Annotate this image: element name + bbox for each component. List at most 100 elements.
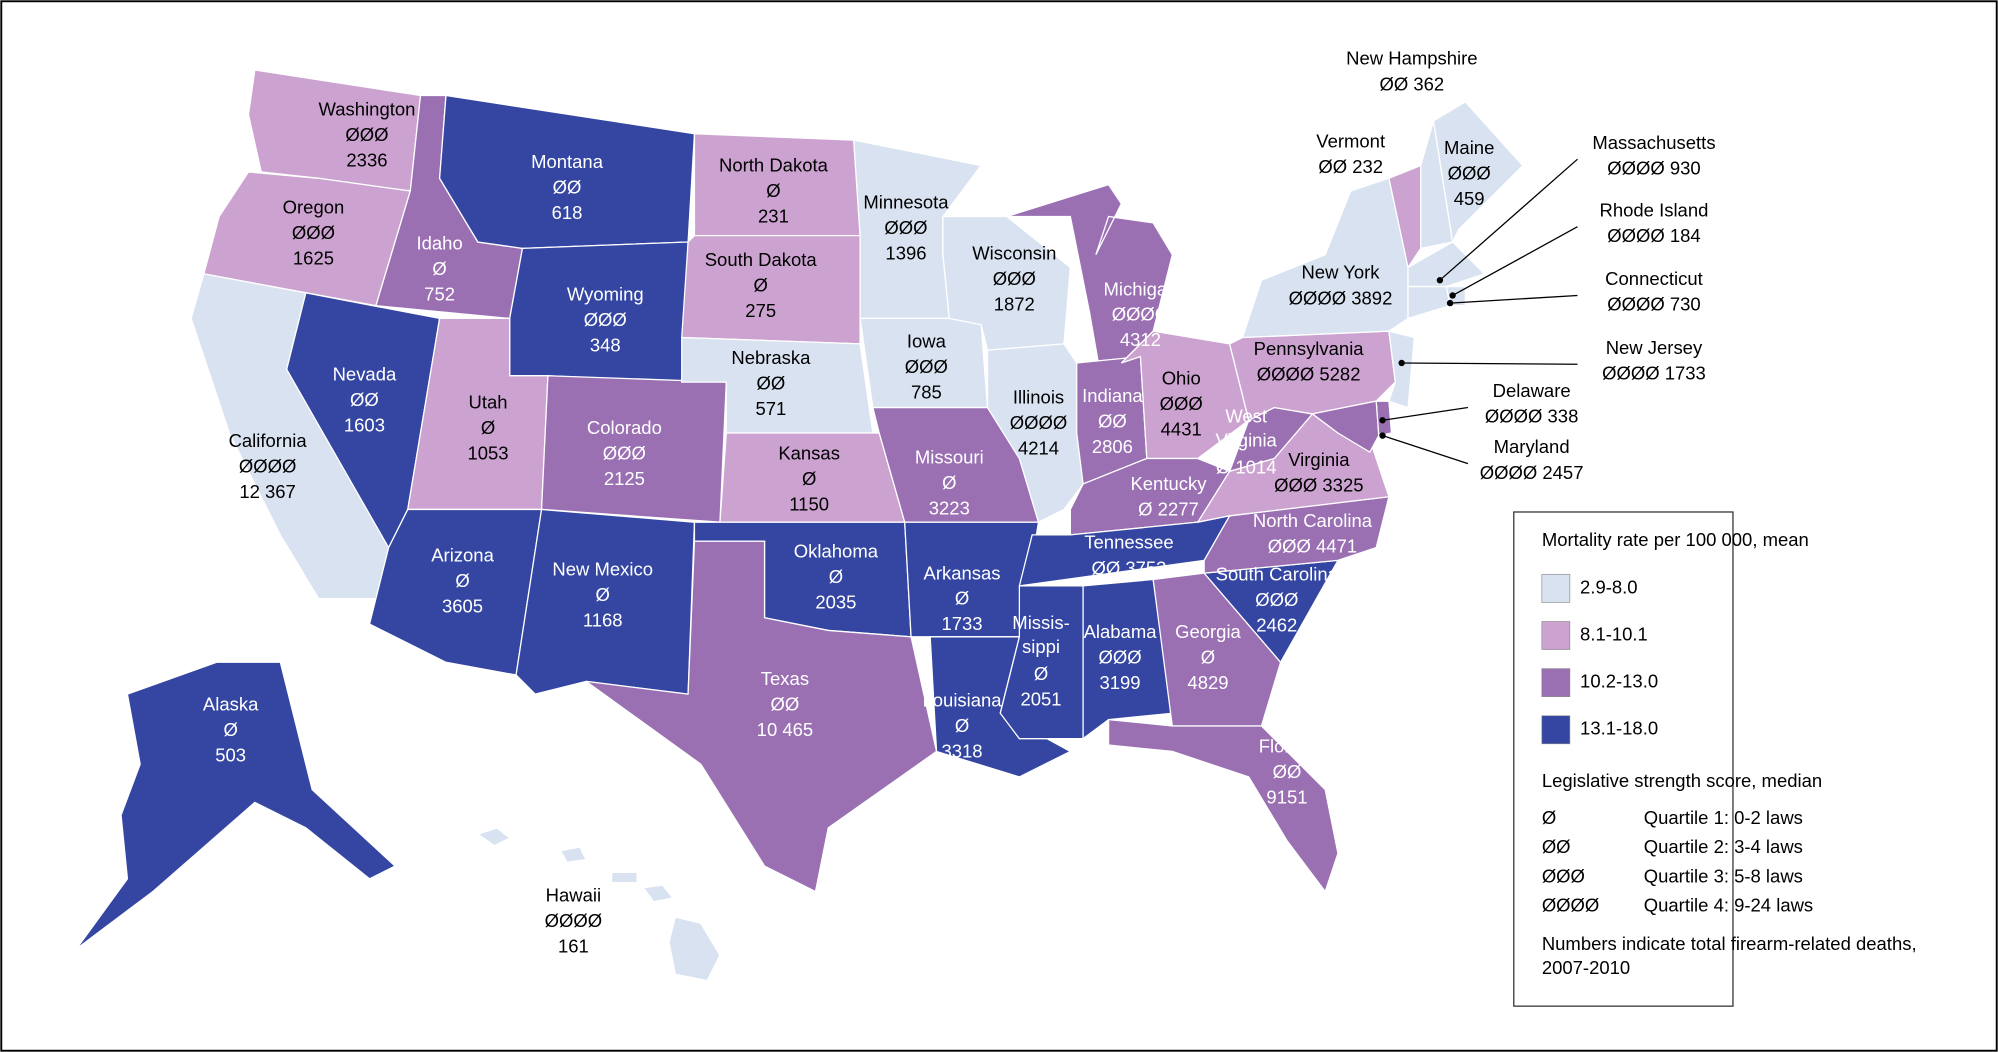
state-deaths: 362 (1413, 73, 1444, 94)
state-score-deaths: ØØØØ 930 (1607, 157, 1700, 178)
state-deaths: 4829 (1187, 672, 1228, 693)
state-score: ØØ (1273, 761, 1302, 782)
state-name: New Hampshire (1346, 48, 1477, 69)
state-deaths: 1603 (344, 415, 385, 436)
state-score-deaths: ØØØ 3325 (1274, 474, 1363, 495)
state-score: ØØØØ (1112, 304, 1169, 325)
state-score: ØØØ (905, 356, 948, 377)
state-deaths: 3892 (1351, 287, 1392, 308)
state-shape (1407, 241, 1486, 288)
state-shape (1120, 330, 1250, 460)
state-name: Illinois (1013, 387, 1064, 408)
state-score: ØØØØ (1607, 225, 1664, 246)
state-score-deaths: ØØØØ 2457 (1480, 462, 1584, 483)
state-deaths: 184 (1670, 225, 1701, 246)
state-name: Minnesota (863, 192, 949, 213)
state-name: Tennessee (1084, 532, 1173, 553)
state-deaths: 571 (755, 398, 786, 419)
legend: Mortality rate per 100 000, mean 2.9-8.0 8… (1541, 529, 1917, 978)
state-score: ØØ (1318, 156, 1347, 177)
state-score: ØØØ (993, 268, 1036, 289)
text-line: sippi (1022, 636, 1060, 657)
state-score-deaths: ØØØØ 184 (1607, 225, 1700, 246)
state-deaths: 338 (1548, 406, 1579, 427)
callout-dot (1398, 359, 1405, 367)
state-name: Utah (469, 392, 508, 413)
quartile-symbol: ØØ (1542, 836, 1571, 857)
text-line: West (1225, 406, 1267, 427)
state-shape (1432, 101, 1524, 245)
state-deaths: 275 (745, 300, 776, 321)
state-score: ØØØØ (1010, 412, 1067, 433)
state-score: ØØØØ (1289, 287, 1346, 308)
state-shape (986, 343, 1084, 524)
state-shape (1388, 330, 1416, 409)
callout-line (1382, 434, 1469, 465)
state-name: Colorado (587, 417, 662, 438)
state-name: New Jersey (1606, 337, 1703, 358)
state-score-deaths: ØØ 362 (1379, 73, 1444, 94)
state-deaths: 5282 (1319, 364, 1360, 385)
state-deaths: 161 (558, 935, 589, 956)
quartile-symbol: ØØØØ (1542, 895, 1599, 916)
state-deaths: 2035 (815, 592, 856, 613)
state-name: Wyoming (567, 283, 644, 304)
state-score: ØØØØ (1480, 462, 1537, 483)
state-name: Delaware (1493, 380, 1571, 401)
state-name: West Virginia (1216, 406, 1278, 451)
quartile-symbol: Ø (1542, 807, 1556, 828)
state-deaths: 1396 (885, 243, 926, 264)
state-score-deaths: ØØØØ 1733 (1602, 362, 1706, 383)
quartile-symbol: ØØØ (1542, 865, 1585, 886)
callout-dot (1449, 292, 1456, 299)
state-name: Alaska (203, 693, 259, 714)
state-score: Ø (955, 715, 969, 736)
text-line: Virginia (1216, 430, 1278, 451)
state-score: ØØØ (1098, 646, 1141, 667)
state-deaths: 930 (1670, 157, 1701, 178)
state-deaths: 1053 (467, 443, 508, 464)
state-name: Nebraska (731, 347, 811, 368)
state-score: ØØØ (345, 124, 388, 145)
state-score: ØØØ (1255, 589, 1298, 610)
state-name: Missis-sippi (1012, 612, 1069, 657)
state-shape (1107, 718, 1339, 893)
state-name: North Carolina (1253, 510, 1373, 531)
state-score-deaths: Ø 2277 (1138, 499, 1199, 520)
state-name: North Dakota (719, 155, 829, 176)
state-score: ØØØ (1160, 393, 1203, 414)
state-score: ØØØ (884, 217, 927, 238)
state-name: Kentucky (1130, 473, 1207, 494)
state-score: Ø (481, 417, 495, 438)
text-line: Numbers indicate total firearm-related d… (1542, 933, 1917, 954)
state-deaths: 4431 (1161, 418, 1202, 439)
state-score: ØØØ (292, 222, 335, 243)
state-score: ØØØ (603, 443, 646, 464)
state-name: Oregon (283, 197, 345, 218)
callout-line (1452, 226, 1578, 297)
quartile-label: Quartile 4: 9-24 laws (1644, 895, 1813, 916)
state-deaths: 730 (1670, 294, 1701, 315)
state-name: Maine (1444, 137, 1494, 158)
state-score: Ø (829, 566, 843, 587)
state-name: Texas (761, 668, 809, 689)
quartile-label: Quartile 1: 0-2 laws (1644, 807, 1803, 828)
state-deaths: 3605 (442, 595, 483, 616)
legend-label: 13.1-18.0 (1580, 718, 1658, 739)
state-name: Pennsylvania (1254, 338, 1365, 359)
quartile-label: Quartile 2: 3-4 laws (1644, 836, 1803, 857)
state-deaths: 12 367 (239, 481, 296, 502)
state-name: New York (1301, 262, 1380, 283)
state-score-deaths: ØØ 3753 (1091, 557, 1166, 578)
state-score: ØØ (757, 373, 786, 394)
state-score: ØØØØ (1607, 157, 1664, 178)
state-name: Florida (1259, 735, 1316, 756)
state-deaths: 2462 (1256, 614, 1297, 635)
state-score: ØØØØ (239, 455, 296, 476)
state-score: Ø (942, 472, 956, 493)
state-deaths: 752 (424, 283, 455, 304)
state-name: Nevada (333, 364, 397, 385)
state-name: Arkansas (924, 562, 1001, 583)
